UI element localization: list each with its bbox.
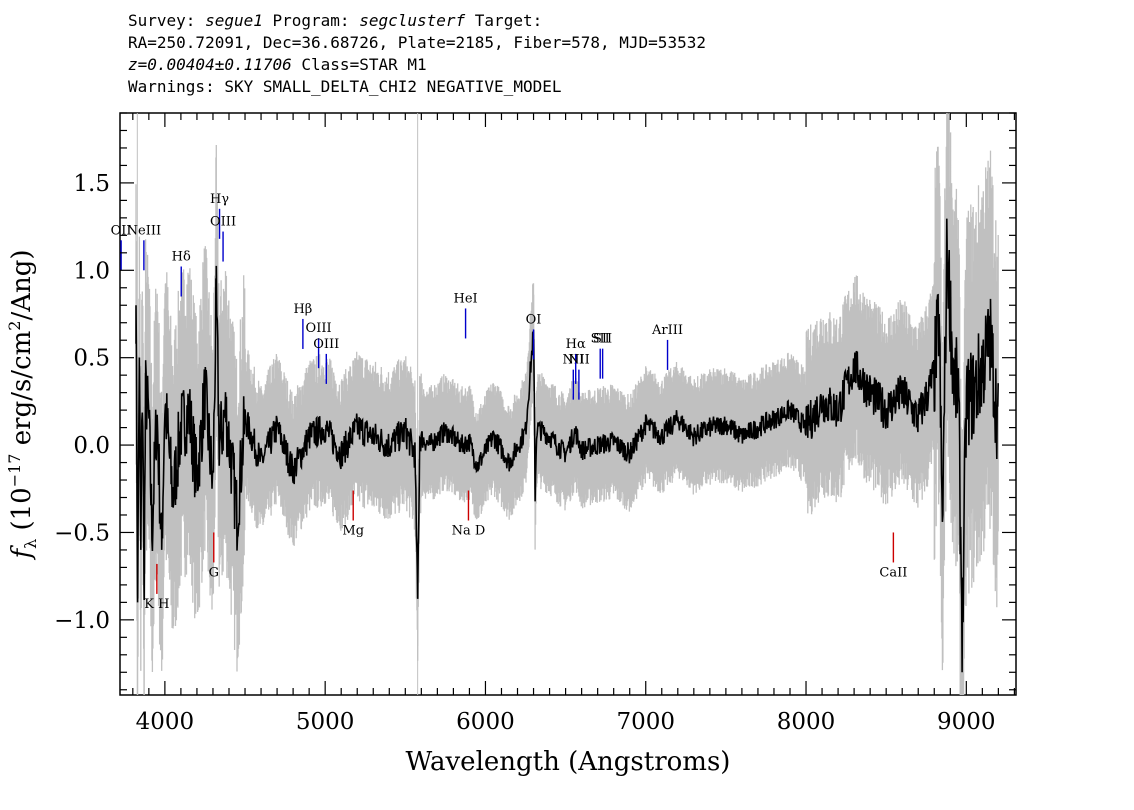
spectral-line-label: OIII	[313, 337, 339, 352]
spectral-line-label: CaII	[879, 565, 907, 580]
redshift-value: z=0.00404±0.11706	[128, 55, 292, 74]
header-warnings-line: Warnings: SKY SMALL_DELTA_CHI2 NEGATIVE_…	[128, 77, 562, 96]
class-value: Class=STAR M1	[291, 55, 427, 74]
spectral-line-label: G	[209, 565, 219, 580]
spectral-line-label: OI	[526, 312, 542, 327]
x-tick-label: 9000	[937, 709, 996, 735]
spectral-line-label: OII	[111, 223, 132, 238]
y-axis-title: fλ (10−17 erg/s/cm2/Ang)	[5, 249, 40, 560]
x-tick-label: 4000	[136, 709, 195, 735]
axis-ticks: 4000 5000 6000 7000 8000 9000 −1.0 −0.5 0.0 0.5 1.…	[54, 112, 1016, 735]
spectral-line-label: Hγ	[210, 192, 229, 207]
x-tick-label: 5000	[296, 709, 355, 735]
spectral-line-label: NeIII	[127, 223, 161, 238]
program-value: segclusterf	[359, 11, 466, 30]
spectrum-header: Survey: segue1 Program: segclusterf Targ…	[128, 10, 706, 98]
x-tick-label: 6000	[456, 709, 515, 735]
spectral-line-label: OIII	[306, 321, 332, 336]
spectral-line-label: K H	[144, 597, 169, 612]
spectral-line-label: SII	[593, 332, 612, 347]
header-survey-line: Survey: segue1 Program: segclusterf Targ…	[128, 10, 706, 32]
spectral-line-label: Na D	[452, 524, 486, 539]
spectral-line-label: NII	[568, 353, 590, 368]
header-redshift-line: z=0.00404±0.11706 Class=STAR M1	[128, 54, 706, 76]
header-coordinates-line: RA=250.72091, Dec=36.68726, Plate=2185, …	[128, 33, 706, 52]
spectral-line-label: SII	[591, 332, 610, 347]
spectral-line-label: OIII	[210, 215, 236, 230]
x-tick-label: 8000	[777, 709, 836, 735]
survey-label: Survey:	[128, 11, 206, 30]
spectral-line-label: HeI	[453, 291, 477, 306]
program-label: Program:	[262, 11, 360, 30]
flux-series	[135, 218, 999, 673]
target-label: Target:	[465, 11, 543, 30]
spectral-line-label: Hα	[566, 337, 586, 352]
y-tick-label: 0.5	[73, 346, 110, 372]
x-tick-label: 7000	[616, 709, 675, 735]
spectral-line-label: Mg	[342, 524, 364, 539]
y-tick-label: −0.5	[54, 520, 110, 546]
x-axis-title: Wavelength (Angstroms)	[406, 747, 731, 777]
plot-frame	[119, 112, 1017, 696]
survey-value: segue1	[205, 11, 263, 30]
spectral-line-label: NII	[562, 353, 584, 368]
spectral-line-label: Hδ	[172, 250, 191, 265]
spectral-line-label: ArIII	[651, 323, 683, 338]
y-tick-label: 0.0	[73, 433, 110, 459]
y-tick-label: −1.0	[54, 608, 110, 634]
flux-line	[135, 218, 999, 673]
spectral-line-label: Hβ	[293, 302, 312, 317]
spectral-line-markers: OIINeIIIHδHγOIIIHβOIIIOIIIHeIOINIIHαNIIS…	[111, 192, 908, 612]
y-tick-label: 1.0	[73, 258, 110, 284]
y-tick-label: 1.5	[73, 171, 110, 197]
